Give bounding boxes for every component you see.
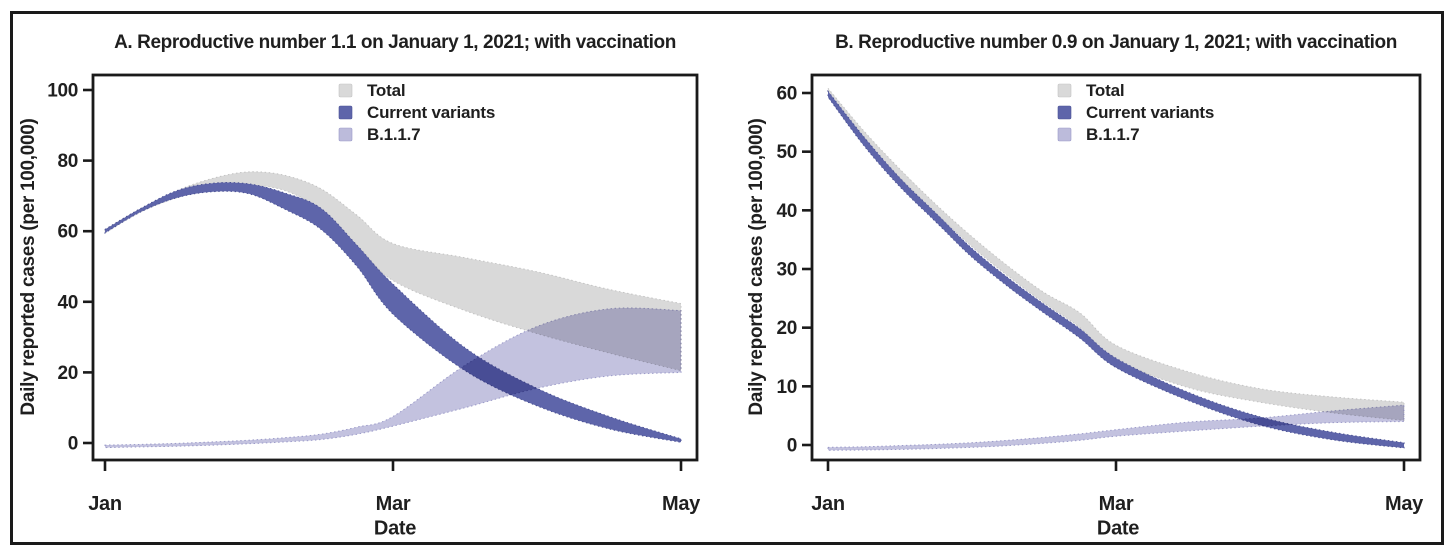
legend-swatch-current-variants	[1057, 105, 1072, 120]
band-current-variants-panel-A	[104, 182, 682, 443]
panel-b-x-axis-label: Date	[1096, 517, 1140, 540]
y-tick-label-panel-B: 50	[776, 142, 797, 163]
panel-a-title: A. Reproductive number 1.1 on January 1,…	[114, 32, 676, 53]
legend-swatch-total	[338, 83, 353, 98]
legend-swatch-b-1-1-7	[1057, 127, 1072, 142]
x-tick-label-panel-B: Mar	[1099, 493, 1134, 515]
legend-label-b-1-1-7: B.1.1.7	[1086, 125, 1139, 144]
legend-label-total: Total	[367, 81, 405, 100]
x-tick-label-panel-A: Jan	[88, 493, 122, 515]
x-tick-label-panel-B: Jan	[811, 493, 845, 515]
legend-label-total: Total	[1086, 81, 1124, 100]
y-tick-label-panel-B: 20	[776, 318, 797, 339]
legend-label-current-variants: Current variants	[367, 103, 495, 122]
legend-swatch-b-1-1-7	[338, 127, 353, 142]
y-tick-label-panel-A: 0	[68, 434, 78, 455]
plot-box-panel-A	[91, 73, 699, 462]
y-tick-label-panel-B: 60	[776, 83, 797, 104]
y-tick-label-panel-B: 30	[776, 259, 797, 280]
figure-border	[10, 11, 1444, 545]
x-tick-label-panel-A: Mar	[376, 493, 411, 515]
band-b-1-1-7-panel-A	[104, 307, 682, 449]
legend-swatch-current-variants	[338, 105, 353, 120]
band-current-variants-panel-B	[827, 89, 1405, 449]
legend-swatch-total	[1057, 83, 1072, 98]
y-tick-label-panel-A: 80	[57, 151, 78, 172]
y-tick-label-panel-A: 40	[57, 292, 78, 313]
y-tick-label-panel-B: 10	[776, 377, 797, 398]
legend-label-current-variants: Current variants	[1086, 103, 1214, 122]
panel-b-title: B. Reproductive number 0.9 on January 1,…	[835, 32, 1397, 53]
y-tick-label-panel-A: 20	[57, 363, 78, 384]
y-tick-label-panel-B: 0	[787, 436, 797, 457]
x-tick-label-panel-B: May	[1385, 493, 1424, 515]
y-tick-label-panel-B: 40	[776, 201, 797, 222]
band-b-1-1-7-panel-B	[827, 404, 1405, 451]
y-tick-label-panel-A: 100	[47, 81, 78, 102]
legend-label-b-1-1-7: B.1.1.7	[367, 125, 420, 144]
panel-a-x-axis-label: Date	[373, 517, 417, 540]
x-tick-label-panel-A: May	[662, 493, 701, 515]
y-tick-label-panel-A: 60	[57, 222, 78, 243]
